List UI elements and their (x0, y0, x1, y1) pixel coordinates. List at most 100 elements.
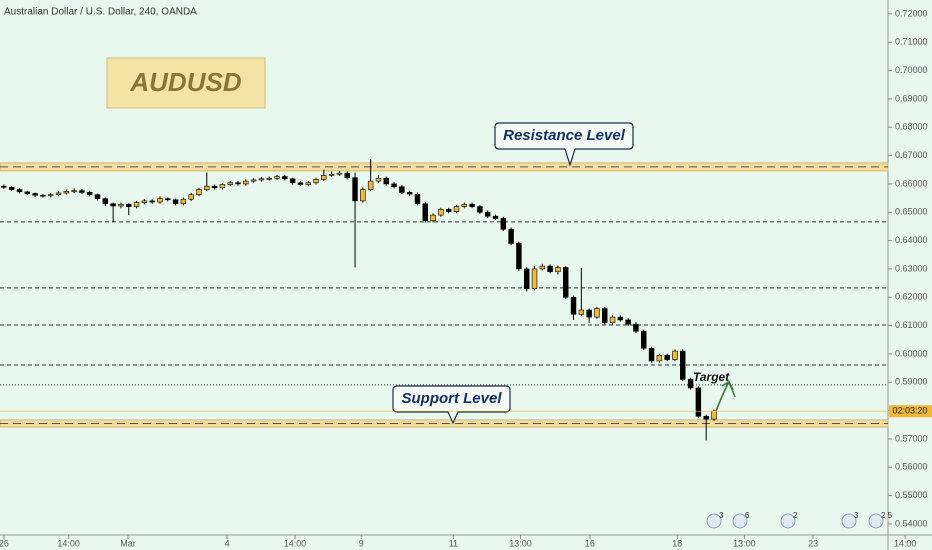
candle-body (539, 265, 546, 270)
candle-body (383, 177, 389, 185)
y-tick-label: 0.64000 (895, 235, 928, 245)
candle-body (360, 189, 366, 202)
candle-body (16, 189, 23, 193)
candle-body (211, 185, 218, 189)
target-arrow (715, 380, 736, 412)
candle-body (94, 194, 101, 199)
candle-body (523, 268, 530, 290)
candle-body (484, 211, 491, 217)
candle-body (687, 379, 694, 389)
candle-body (79, 190, 85, 193)
y-tick-label: 0.67000 (895, 150, 928, 160)
y-tick-label: 0.68000 (895, 122, 928, 132)
candle-body (367, 180, 374, 190)
last-price-box (889, 405, 932, 418)
candle-body (24, 191, 31, 194)
y-tick-label: 0.57000 (895, 433, 928, 443)
candle-body (102, 198, 109, 205)
candle-body (48, 194, 54, 197)
candle-body (375, 177, 382, 182)
candle-body (453, 206, 460, 212)
event-badge (780, 513, 796, 529)
candle-body (695, 387, 702, 417)
candle-body (430, 214, 436, 222)
candle-body (578, 309, 585, 315)
candle-body (305, 182, 311, 185)
candle-body (87, 192, 93, 195)
x-tick-label: 23 (808, 538, 818, 548)
candle-body (32, 193, 38, 196)
candle-body (344, 172, 350, 178)
x-tick-label: 18 (672, 538, 682, 548)
support-box (392, 385, 511, 425)
y-tick-label: 0.66000 (895, 178, 928, 188)
candle-body (1, 185, 7, 188)
candle-body (274, 176, 280, 179)
symbol-label: AUDUSD (129, 67, 241, 97)
event-badge (732, 513, 748, 529)
symbol-box (106, 57, 266, 109)
x-tick-label: 9 (359, 538, 364, 548)
y-tick-label: 0.59000 (895, 377, 928, 387)
candle-body (40, 194, 46, 197)
candle-body (352, 177, 358, 202)
candle-body (250, 179, 257, 182)
candle-body (8, 187, 15, 190)
candle-body (555, 267, 561, 273)
candle-body (406, 192, 413, 195)
candle-body (422, 203, 428, 222)
event-badge-label: 3 (854, 511, 859, 520)
candle-body (602, 308, 608, 324)
event-badge-label: 2 5 (881, 511, 893, 520)
event-badge-label: 2 (793, 511, 798, 520)
candle-body (672, 350, 678, 360)
candle-body (110, 203, 116, 207)
resistance-box (494, 122, 634, 167)
candle-body (282, 176, 288, 180)
y-tick-label: 0.69000 (895, 93, 928, 103)
y-tick-label: 0.62000 (895, 292, 928, 302)
candle-body (196, 189, 202, 195)
candle-body (680, 350, 686, 380)
candle-body (165, 198, 171, 201)
candle-body (204, 185, 210, 190)
x-tick-label: 11 (449, 538, 458, 548)
candle-body (633, 323, 639, 332)
candle-body (157, 198, 163, 203)
y-tick-label: 0.54000 (895, 518, 928, 528)
candle-body (289, 178, 296, 184)
candle-body (149, 200, 155, 203)
candle-body (399, 186, 405, 193)
y-tick-label: 0.60000 (895, 348, 928, 358)
candle-body (477, 206, 483, 213)
y-tick-label: 0.65000 (895, 207, 928, 217)
event-badge (841, 513, 857, 529)
y-tick-label: 0.63000 (895, 263, 928, 273)
x-tick-label: 14:00 (284, 538, 307, 548)
x-tick-label: 26 (0, 538, 9, 548)
y-tick-label: 0.71000 (895, 37, 928, 47)
candle-body (336, 172, 343, 175)
candle-body (563, 267, 569, 298)
x-tick-label: 4 (225, 538, 230, 548)
x-tick-label: 13:00 (733, 538, 756, 548)
candle-body (219, 184, 226, 189)
candle-body (71, 190, 77, 193)
candle-body (531, 268, 538, 290)
candle-body (243, 180, 249, 185)
candle-body (664, 355, 670, 360)
candle-body (55, 192, 62, 195)
y-tick-label: 0.55000 (895, 490, 928, 500)
candle-body (500, 218, 507, 230)
x-tick-label: Mar (120, 538, 136, 548)
candle-body (172, 199, 179, 205)
candle-body (414, 193, 421, 205)
candle-body (227, 182, 233, 185)
event-badge-label: 3 (719, 511, 724, 520)
candle-body (609, 316, 616, 324)
candle-body (258, 178, 265, 181)
candle-body (235, 182, 241, 185)
x-tick-label: 16 (585, 538, 595, 548)
last-price-label: 02:03:20 (892, 406, 927, 416)
